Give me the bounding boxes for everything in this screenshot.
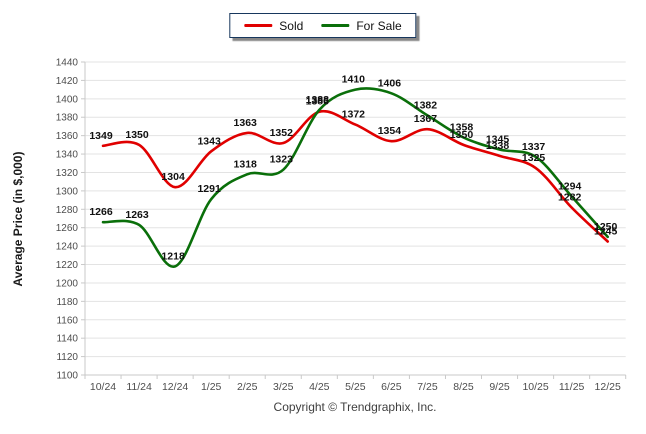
y-tick-label: 1360: [56, 131, 79, 142]
data-label-for-sale: 1250: [594, 221, 618, 233]
data-label-sold: 1304: [161, 171, 185, 183]
y-tick-label: 1300: [56, 186, 79, 197]
x-tick-label: 1/25: [201, 381, 222, 393]
x-tick-label: 12/25: [595, 381, 621, 393]
y-tick-label: 1120: [56, 352, 78, 363]
data-label-for-sale: 1263: [125, 209, 149, 221]
data-label-sold: 1343: [197, 135, 221, 147]
x-tick-label: 10/25: [522, 381, 548, 393]
x-tick-label: 9/25: [489, 381, 510, 393]
y-axis-title: Average Price (in $,000): [11, 152, 25, 287]
data-label-for-sale: 1345: [486, 133, 510, 145]
data-label-sold: 1363: [234, 117, 258, 129]
x-tick-label: 11/24: [126, 381, 152, 393]
data-label-sold: 1372: [342, 109, 366, 121]
legend-label-for-sale: For Sale: [356, 18, 402, 33]
data-label-for-sale: 1358: [450, 121, 474, 133]
y-tick-label: 1260: [56, 223, 79, 234]
x-tick-label: 12/24: [162, 381, 188, 393]
y-tick-label: 1340: [56, 150, 79, 161]
y-tick-label: 1240: [56, 242, 79, 253]
sold-line-icon: [244, 24, 273, 27]
series-line-sold: [101, 109, 609, 243]
y-tick-label: 1320: [56, 168, 79, 179]
data-label-sold: 1386: [306, 96, 330, 108]
y-tick-label: 1200: [56, 278, 79, 289]
data-label-sold: 1350: [125, 129, 149, 141]
x-tick-label: 2/25: [237, 381, 258, 393]
y-tick-label: 1160: [56, 315, 78, 326]
data-label-sold: 1367: [414, 113, 438, 125]
legend-item-sold: Sold: [244, 20, 303, 32]
data-label-sold: 1350: [450, 129, 474, 141]
data-label-sold: 1352: [270, 127, 294, 139]
data-label-for-sale: 1294: [558, 180, 582, 192]
y-tick-label: 1380: [56, 113, 79, 124]
y-tick-label: 1180: [56, 297, 78, 308]
data-label-sold: 1245: [594, 226, 618, 238]
copyright-text: Copyright © Trendgraphix, Inc.: [273, 400, 437, 414]
x-tick-label: 8/25: [453, 381, 474, 393]
x-tick-label: 3/25: [273, 381, 294, 393]
y-tick-label: 1440: [56, 58, 79, 69]
data-label-sold: 1349: [89, 130, 113, 142]
x-tick-label: 7/25: [417, 381, 438, 393]
data-label-for-sale: 1406: [378, 77, 402, 89]
data-label-for-sale: 1388: [306, 94, 330, 106]
y-tick-label: 1220: [56, 260, 79, 271]
series-line-for-sale: [101, 87, 609, 268]
for-sale-line-icon: [321, 24, 350, 27]
data-label-for-sale: 1382: [414, 99, 438, 111]
legend-label-sold: Sold: [279, 18, 304, 33]
legend-item-for-sale: For Sale: [321, 18, 402, 33]
x-tick-label: 6/25: [381, 381, 402, 393]
data-label-sold: 1282: [558, 191, 582, 203]
y-tick-label: 1280: [56, 205, 79, 216]
data-label-for-sale: 1410: [342, 74, 366, 86]
x-tick-label: 4/25: [309, 381, 330, 393]
y-tick-label: 1140: [56, 334, 78, 345]
data-label-for-sale: 1323: [270, 154, 294, 166]
y-tick-label: 1400: [56, 94, 79, 105]
data-label-for-sale: 1337: [522, 141, 546, 153]
data-label-sold: 1338: [486, 140, 510, 152]
y-tick-label: 1420: [56, 76, 79, 87]
data-label-for-sale: 1266: [89, 206, 113, 218]
data-label-sold: 1354: [378, 125, 402, 137]
data-label-sold: 1325: [522, 152, 546, 164]
x-tick-label: 11/25: [559, 381, 585, 393]
chart-legend: Sold For Sale: [229, 13, 417, 38]
data-label-for-sale: 1291: [197, 183, 221, 195]
x-tick-label: 5/25: [345, 381, 366, 393]
x-tick-label: 10/24: [90, 381, 116, 393]
data-label-for-sale: 1218: [161, 250, 185, 262]
price-trend-line-chart: 1100 1120 1140 1160 1180 1200 1220 1240 1260 1280…: [11, 58, 627, 393]
data-label-for-sale: 1318: [234, 158, 258, 170]
y-tick-label: 1100: [56, 371, 78, 382]
